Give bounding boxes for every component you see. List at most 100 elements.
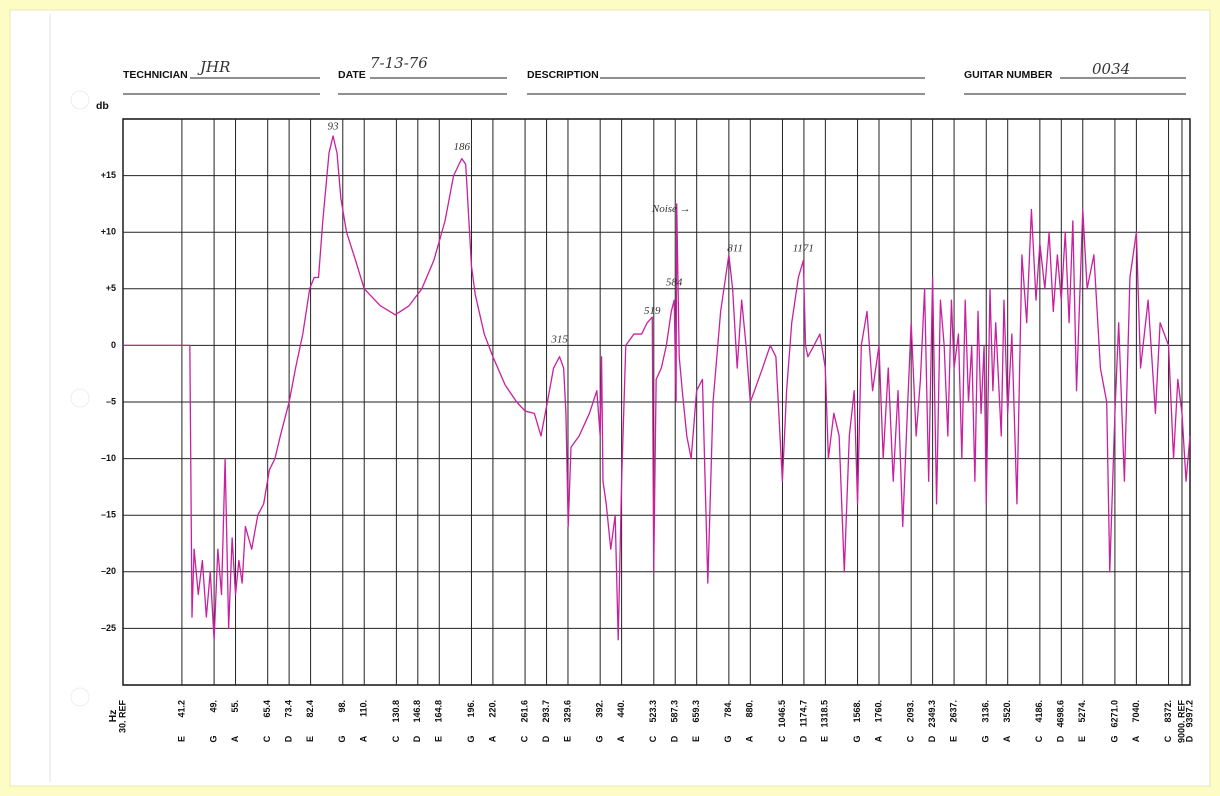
x-tick-label: 587.3 — [670, 700, 680, 723]
note-label: E — [691, 736, 701, 742]
annotation: 519 — [644, 305, 661, 317]
punch-hole — [70, 687, 90, 707]
note-label: E — [562, 736, 572, 742]
note-label: A — [873, 735, 883, 742]
x-tick-label: 1046.5 — [777, 700, 787, 728]
note-label: C — [1163, 735, 1173, 742]
note-label: D — [927, 735, 937, 742]
x-tick-label: 261.6 — [519, 700, 529, 723]
y-tick-label: +10 — [101, 227, 116, 237]
technician-label: TECHNICIAN — [123, 69, 188, 81]
note-label: C — [519, 735, 529, 742]
x-tick-label: 164.8 — [434, 700, 444, 723]
note-label: C — [648, 735, 658, 742]
paper — [9, 9, 1211, 787]
x-tick-label: 9000. REF — [1176, 700, 1186, 744]
note-label: C — [777, 735, 787, 742]
x-tick-label: 293.7 — [541, 700, 551, 723]
x-tick-label: 4186. — [1034, 700, 1044, 723]
note-label: C — [906, 735, 916, 742]
y-tick-label: –25 — [101, 623, 116, 633]
x-tick-label: 2349.3 — [927, 700, 937, 728]
note-label: D — [670, 735, 680, 742]
guitar-number-label: GUITAR NUMBER — [964, 69, 1053, 81]
note-label: A — [745, 735, 755, 742]
date-label: DATE — [338, 69, 366, 81]
x-tick-label: 784. — [723, 700, 733, 718]
note-label: D — [283, 735, 293, 742]
annotation: Noise → — [651, 203, 691, 215]
x-tick-label: 880. — [745, 700, 755, 718]
note-label: G — [723, 735, 733, 742]
x-tick-label: 3136. — [981, 700, 991, 723]
description-label: DESCRIPTION — [527, 69, 599, 81]
x-tick-label: 1760. — [873, 700, 883, 723]
y-tick-label: –20 — [101, 566, 116, 576]
x-tick-label: 4698.6 — [1056, 700, 1066, 728]
note-label: G — [852, 735, 862, 742]
x-tick-label: 41.2 — [176, 700, 186, 718]
x-tick-label: 8372. — [1163, 700, 1173, 723]
y-tick-label: –10 — [101, 453, 116, 463]
note-label: D — [1056, 735, 1066, 742]
note-label: D — [1184, 735, 1194, 742]
x-tick-label: 55. — [230, 700, 240, 713]
note-label: E — [820, 736, 830, 742]
x-tick-label: 7040. — [1131, 700, 1141, 723]
annotation: 186 — [454, 141, 471, 153]
x-tick-label: 49. — [208, 700, 218, 713]
note-label: G — [337, 735, 347, 742]
x-tick-label: 523.3 — [648, 700, 658, 723]
x-tick-label: 659.3 — [691, 700, 701, 723]
y-tick-label: +5 — [106, 283, 116, 293]
x-tick-label: 329.6 — [562, 700, 572, 723]
annotation: 584 — [666, 277, 683, 289]
note-label: A — [1131, 735, 1141, 742]
note-label: G — [595, 735, 605, 742]
x-tick-label: 130.8 — [391, 700, 401, 723]
x-tick-label: 98. — [337, 700, 347, 713]
note-label: A — [616, 735, 626, 742]
x-tick-label: 65.4 — [262, 700, 272, 718]
plot: +15 +10 +5 0 –5 –10 –15 –20 –25 30. REF 41.2 E 49. G 5… — [101, 118, 1194, 744]
annotation: 811 — [727, 243, 743, 255]
x-tick-label: 73.4 — [283, 700, 293, 718]
y-tick-label: +15 — [101, 170, 116, 180]
punch-hole — [70, 388, 90, 408]
x-tick-label: 5274. — [1077, 700, 1087, 723]
y-axis-label: db — [96, 100, 109, 112]
note-label: E — [1077, 736, 1087, 742]
technician-value: JHR — [197, 58, 230, 76]
note-label: A — [1002, 735, 1012, 742]
x-tick-label: 196. — [466, 700, 476, 718]
x-tick-label: 2637. — [948, 700, 958, 723]
response-curve — [123, 135, 1191, 641]
x-tick-label: 9397.2 — [1184, 700, 1194, 728]
punch-hole — [70, 90, 90, 110]
annotation: 1171 — [793, 243, 814, 255]
note-label: C — [391, 735, 401, 742]
x-tick-label: 146.8 — [412, 700, 422, 723]
note-label: A — [230, 735, 240, 742]
note-label: E — [434, 736, 444, 742]
note-label: G — [1109, 735, 1119, 742]
x-axis-label: Hz — [107, 710, 119, 723]
annotation: 93 — [328, 120, 340, 132]
note-label: G — [208, 735, 218, 742]
x-tick-label: 110. — [359, 700, 369, 717]
x-tick-label: 6271.0 — [1109, 700, 1119, 728]
note-label: G — [981, 735, 991, 742]
y-tick-label: 0 — [111, 340, 116, 350]
note-label: A — [487, 735, 497, 742]
x-tick-label: 1568. — [852, 700, 862, 723]
x-tick-label: 30. REF — [117, 700, 127, 734]
x-tick-label: 2093. — [906, 700, 916, 723]
x-tick-label: 82.4 — [305, 700, 315, 718]
note-label: C — [262, 735, 272, 742]
note-label: D — [541, 735, 551, 742]
guitar-number-value: 0034 — [1092, 60, 1130, 78]
note-label: G — [466, 735, 476, 742]
y-tick-label: –5 — [106, 396, 116, 406]
